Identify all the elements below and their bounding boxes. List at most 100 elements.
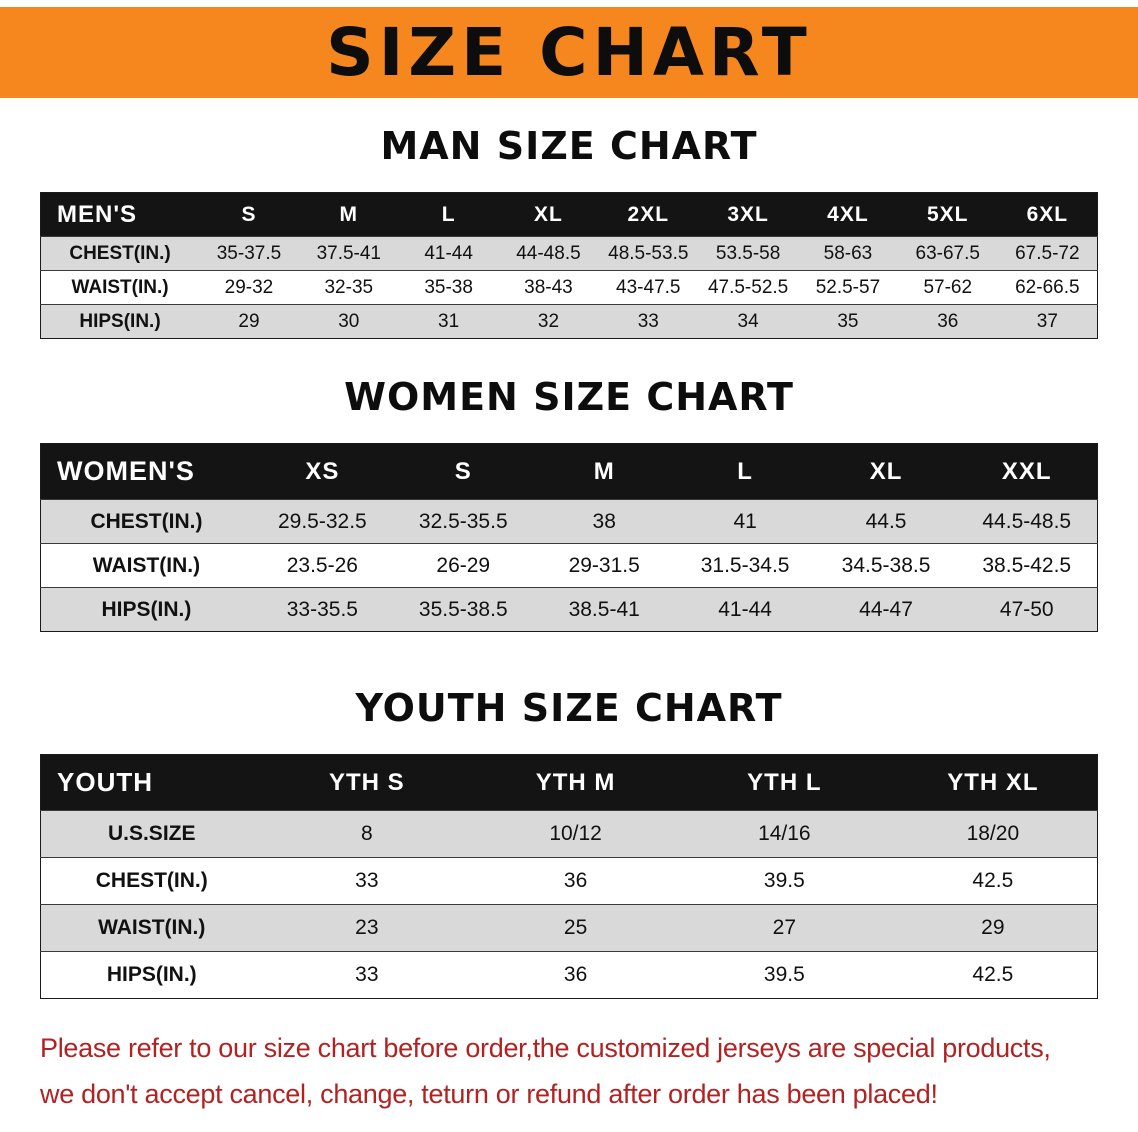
table-cell: 67.5-72 bbox=[997, 236, 1098, 271]
table-row: WAIST(IN.) 29-32 32-35 35-38 38-43 43-47.5 47.… bbox=[40, 270, 1098, 305]
disclaimer-line-2: we don't accept cancel, change, teturn o… bbox=[40, 1079, 938, 1109]
table-cell: 38.5-41 bbox=[533, 587, 675, 632]
table-cell: 32-35 bbox=[298, 270, 399, 305]
table-cell: 39.5 bbox=[679, 951, 889, 999]
table-cell: 29 bbox=[199, 304, 299, 339]
table-cell: 10/12 bbox=[471, 810, 680, 858]
table-cell: 8 bbox=[262, 810, 472, 858]
column-header: XL bbox=[815, 443, 957, 500]
table-cell: 35.5-38.5 bbox=[392, 587, 534, 632]
women-size-section: WOMEN SIZE CHART WOMEN'S XS S M L XL XXL CHEST(… bbox=[0, 375, 1138, 632]
row-label: WAIST(IN.) bbox=[40, 543, 252, 588]
table-row: HIPS(IN.) 33 36 39.5 42.5 bbox=[40, 951, 1098, 999]
table-title: MEN'S bbox=[40, 192, 200, 237]
table-cell: 53.5-58 bbox=[698, 236, 799, 271]
table-cell: 33-35.5 bbox=[251, 587, 393, 632]
table-cell: 35-38 bbox=[398, 270, 499, 305]
table-cell: 44.5 bbox=[815, 499, 957, 544]
table-cell: 48.5-53.5 bbox=[598, 236, 699, 271]
table-cell: 62-66.5 bbox=[997, 270, 1098, 305]
table-cell: 41 bbox=[674, 499, 816, 544]
table-cell: 31.5-34.5 bbox=[674, 543, 816, 588]
table-cell: 42.5 bbox=[888, 857, 1098, 905]
row-label: CHEST(IN.) bbox=[40, 236, 200, 271]
table-cell: 44.5-48.5 bbox=[956, 499, 1098, 544]
table-cell: 57-62 bbox=[897, 270, 998, 305]
row-label: HIPS(IN.) bbox=[40, 587, 252, 632]
table-cell: 34.5-38.5 bbox=[815, 543, 957, 588]
table-cell: 37 bbox=[997, 304, 1098, 339]
column-header: YTH XL bbox=[888, 754, 1098, 811]
table-title: WOMEN'S bbox=[40, 443, 252, 500]
youth-size-section: YOUTH SIZE CHART YOUTH YTH S YTH M YTH L YTH… bbox=[0, 686, 1138, 999]
size-chart-page: SIZE CHART MAN SIZE CHART MEN'S S M L XL 2XL 3… bbox=[0, 7, 1138, 1132]
table-cell: 52.5-57 bbox=[798, 270, 898, 305]
table-cell: 27 bbox=[679, 904, 889, 952]
column-header: 3XL bbox=[698, 192, 799, 237]
table-cell: 29-32 bbox=[199, 270, 299, 305]
table-cell: 35-37.5 bbox=[199, 236, 299, 271]
banner-title: SIZE CHART bbox=[326, 14, 812, 91]
table-cell: 36 bbox=[897, 304, 998, 339]
table-row: U.S.SIZE 8 10/12 14/16 18/20 bbox=[40, 810, 1098, 858]
youth-size-table: YOUTH YTH S YTH M YTH L YTH XL U.S.SIZE 8 10/12… bbox=[40, 754, 1098, 999]
column-header: L bbox=[398, 192, 499, 237]
table-row: CHEST(IN.) 35-37.5 37.5-41 41-44 44-48.5 48.5… bbox=[40, 236, 1098, 271]
column-header: S bbox=[392, 443, 534, 500]
table-row: CHEST(IN.) 33 36 39.5 42.5 bbox=[40, 857, 1098, 905]
women-size-table: WOMEN'S XS S M L XL XXL CHEST(IN.) 29.5-32.5 32.5… bbox=[40, 443, 1098, 632]
column-header: L bbox=[674, 443, 816, 500]
column-header: YTH L bbox=[679, 754, 889, 811]
table-cell: 36 bbox=[471, 857, 680, 905]
column-header: 2XL bbox=[598, 192, 699, 237]
disclaimer: Please refer to our size chart before or… bbox=[0, 1025, 1138, 1117]
table-row: HIPS(IN.) 33-35.5 35.5-38.5 38.5-41 41-44 44-… bbox=[40, 587, 1098, 632]
table-cell: 36 bbox=[471, 951, 680, 999]
column-header: XS bbox=[251, 443, 393, 500]
banner: SIZE CHART bbox=[0, 7, 1138, 98]
header-row: MEN'S S M L XL 2XL 3XL 4XL 5XL 6XL bbox=[40, 192, 1098, 237]
table-cell: 29.5-32.5 bbox=[251, 499, 393, 544]
table-cell: 33 bbox=[598, 304, 699, 339]
table-cell: 44-48.5 bbox=[498, 236, 599, 271]
row-label: U.S.SIZE bbox=[40, 810, 263, 858]
table-cell: 33 bbox=[262, 951, 472, 999]
table-cell: 39.5 bbox=[679, 857, 889, 905]
column-header: 5XL bbox=[897, 192, 998, 237]
table-row: WAIST(IN.) 23 25 27 29 bbox=[40, 904, 1098, 952]
header-row: YOUTH YTH S YTH M YTH L YTH XL bbox=[40, 754, 1098, 811]
table-cell: 14/16 bbox=[679, 810, 889, 858]
table-cell: 44-47 bbox=[815, 587, 957, 632]
youth-size-heading: YOUTH SIZE CHART bbox=[355, 686, 783, 730]
table-cell: 38.5-42.5 bbox=[956, 543, 1098, 588]
table-cell: 31 bbox=[398, 304, 499, 339]
table-cell: 43-47.5 bbox=[598, 270, 699, 305]
table-title: YOUTH bbox=[40, 754, 263, 811]
row-label: WAIST(IN.) bbox=[40, 904, 263, 952]
table-cell: 38-43 bbox=[498, 270, 599, 305]
row-label: WAIST(IN.) bbox=[40, 270, 200, 305]
table-row: CHEST(IN.) 29.5-32.5 32.5-35.5 38 41 44.5 44.5… bbox=[40, 499, 1098, 544]
column-header: YTH S bbox=[262, 754, 472, 811]
table-cell: 38 bbox=[533, 499, 675, 544]
table-cell: 37.5-41 bbox=[298, 236, 399, 271]
column-header: 6XL bbox=[997, 192, 1098, 237]
table-cell: 29-31.5 bbox=[533, 543, 675, 588]
table-cell: 34 bbox=[698, 304, 799, 339]
row-label: CHEST(IN.) bbox=[40, 499, 252, 544]
disclaimer-line-1: Please refer to our size chart before or… bbox=[40, 1033, 1051, 1063]
table-cell: 58-63 bbox=[798, 236, 898, 271]
table-cell: 26-29 bbox=[392, 543, 534, 588]
header-row: WOMEN'S XS S M L XL XXL bbox=[40, 443, 1098, 500]
table-cell: 32 bbox=[498, 304, 599, 339]
men-size-heading: MAN SIZE CHART bbox=[380, 124, 758, 168]
men-size-table: MEN'S S M L XL 2XL 3XL 4XL 5XL 6XL CHEST(IN.) 35-37… bbox=[40, 192, 1098, 339]
men-size-section: MAN SIZE CHART MEN'S S M L XL 2XL 3XL 4XL 5XL 6XL… bbox=[0, 124, 1138, 339]
table-cell: 30 bbox=[298, 304, 399, 339]
row-label: HIPS(IN.) bbox=[40, 304, 200, 339]
table-cell: 18/20 bbox=[888, 810, 1098, 858]
row-label: HIPS(IN.) bbox=[40, 951, 263, 999]
column-header: XXL bbox=[956, 443, 1098, 500]
table-cell: 23.5-26 bbox=[251, 543, 393, 588]
table-cell: 63-67.5 bbox=[897, 236, 998, 271]
